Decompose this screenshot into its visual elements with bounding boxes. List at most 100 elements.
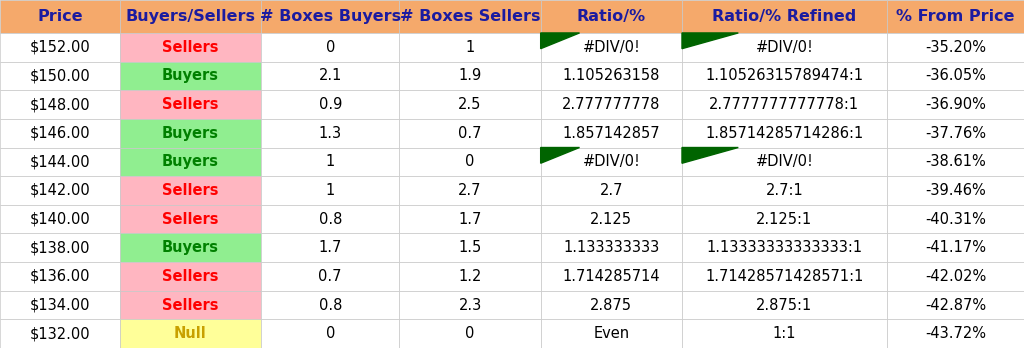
Text: 0.8: 0.8 xyxy=(318,298,342,313)
Text: #DIV/0!: #DIV/0! xyxy=(583,40,640,55)
Bar xyxy=(682,62,887,90)
Bar xyxy=(887,148,1024,176)
Bar xyxy=(0,148,120,176)
Polygon shape xyxy=(682,33,738,49)
Bar xyxy=(120,176,261,205)
Text: # Boxes Buyers: # Boxes Buyers xyxy=(260,9,400,24)
Text: 1.3: 1.3 xyxy=(318,126,342,141)
Text: $138.00: $138.00 xyxy=(30,240,90,255)
Text: 1: 1 xyxy=(326,183,335,198)
Bar xyxy=(261,62,399,90)
Polygon shape xyxy=(541,148,580,163)
Bar xyxy=(399,205,541,234)
Text: 2.7: 2.7 xyxy=(600,183,623,198)
Bar xyxy=(120,0,261,33)
Bar xyxy=(399,234,541,262)
Text: Buyers: Buyers xyxy=(162,126,219,141)
Text: Sellers: Sellers xyxy=(162,40,219,55)
Text: 2.125: 2.125 xyxy=(590,212,633,227)
Text: 0.7: 0.7 xyxy=(459,126,481,141)
Text: $134.00: $134.00 xyxy=(30,298,90,313)
Bar xyxy=(120,90,261,119)
Bar xyxy=(682,33,887,62)
Text: 1.13333333333333:1: 1.13333333333333:1 xyxy=(707,240,862,255)
Bar xyxy=(399,291,541,319)
Text: 0.9: 0.9 xyxy=(318,97,342,112)
Bar xyxy=(0,90,120,119)
Bar xyxy=(887,62,1024,90)
Text: $146.00: $146.00 xyxy=(30,126,90,141)
Bar xyxy=(120,205,261,234)
Bar xyxy=(682,205,887,234)
Bar xyxy=(541,319,682,348)
Bar xyxy=(0,119,120,148)
Text: Price: Price xyxy=(37,9,83,24)
Bar xyxy=(682,319,887,348)
Bar xyxy=(887,262,1024,291)
Text: -37.76%: -37.76% xyxy=(925,126,986,141)
Bar xyxy=(399,176,541,205)
Text: $152.00: $152.00 xyxy=(30,40,90,55)
Text: -42.02%: -42.02% xyxy=(925,269,986,284)
Text: $144.00: $144.00 xyxy=(30,154,90,169)
Bar xyxy=(887,0,1024,33)
Bar xyxy=(682,148,887,176)
Bar xyxy=(682,119,887,148)
Text: 0.8: 0.8 xyxy=(318,212,342,227)
Text: $136.00: $136.00 xyxy=(30,269,90,284)
Text: Sellers: Sellers xyxy=(162,269,219,284)
Bar xyxy=(120,319,261,348)
Text: 1.7: 1.7 xyxy=(459,212,481,227)
Text: -39.46%: -39.46% xyxy=(925,183,986,198)
Bar xyxy=(682,90,887,119)
Text: 2.7:1: 2.7:1 xyxy=(766,183,803,198)
Bar xyxy=(261,119,399,148)
Text: Sellers: Sellers xyxy=(162,212,219,227)
Bar xyxy=(887,176,1024,205)
Text: 1.105263158: 1.105263158 xyxy=(562,69,660,84)
Bar xyxy=(541,205,682,234)
Bar xyxy=(682,291,887,319)
Bar xyxy=(0,176,120,205)
Text: $148.00: $148.00 xyxy=(30,97,90,112)
Text: $150.00: $150.00 xyxy=(30,69,90,84)
Bar xyxy=(120,33,261,62)
Bar xyxy=(399,90,541,119)
Text: 0.7: 0.7 xyxy=(318,269,342,284)
Text: 2.7: 2.7 xyxy=(459,183,481,198)
Text: % From Price: % From Price xyxy=(896,9,1015,24)
Bar xyxy=(887,205,1024,234)
Text: 2.875: 2.875 xyxy=(590,298,633,313)
Text: #DIV/0!: #DIV/0! xyxy=(583,154,640,169)
Bar xyxy=(887,291,1024,319)
Text: $132.00: $132.00 xyxy=(30,326,90,341)
Text: Sellers: Sellers xyxy=(162,97,219,112)
Text: 1.10526315789474:1: 1.10526315789474:1 xyxy=(706,69,863,84)
Text: 2.5: 2.5 xyxy=(459,97,481,112)
Text: 2.1: 2.1 xyxy=(318,69,342,84)
Text: Sellers: Sellers xyxy=(162,298,219,313)
Text: Ratio/%: Ratio/% xyxy=(577,9,646,24)
Text: $142.00: $142.00 xyxy=(30,183,90,198)
Bar xyxy=(399,62,541,90)
Text: 0: 0 xyxy=(326,326,335,341)
Text: 1.5: 1.5 xyxy=(459,240,481,255)
Text: $140.00: $140.00 xyxy=(30,212,90,227)
Bar xyxy=(399,148,541,176)
Bar xyxy=(0,0,120,33)
Bar xyxy=(887,33,1024,62)
Bar xyxy=(120,119,261,148)
Bar xyxy=(261,234,399,262)
Text: 0: 0 xyxy=(326,40,335,55)
Bar xyxy=(541,148,682,176)
Bar xyxy=(399,119,541,148)
Text: 2.777777778: 2.777777778 xyxy=(562,97,660,112)
Bar xyxy=(541,62,682,90)
Text: Even: Even xyxy=(593,326,630,341)
Bar xyxy=(120,262,261,291)
Bar xyxy=(0,205,120,234)
Text: -38.61%: -38.61% xyxy=(925,154,986,169)
Text: Null: Null xyxy=(174,326,207,341)
Text: 1.857142857: 1.857142857 xyxy=(562,126,660,141)
Bar xyxy=(0,319,120,348)
